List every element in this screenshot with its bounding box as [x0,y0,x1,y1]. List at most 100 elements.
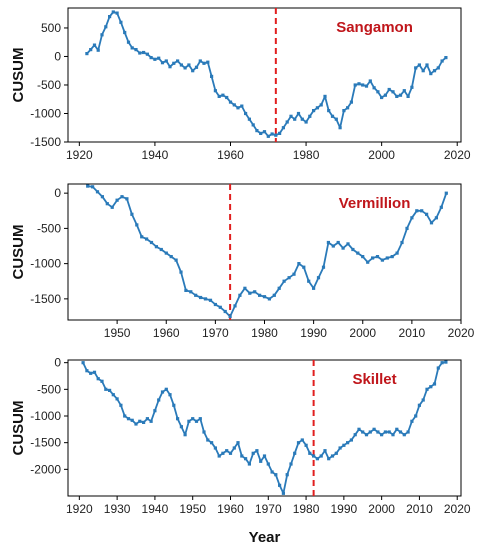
x-tick-label: 1920 [66,502,93,516]
data-point [240,454,244,458]
data-point [296,441,301,445]
data-point [115,11,119,15]
data-point [292,272,296,276]
data-point [145,237,149,241]
data-point [202,430,206,434]
x-tick-label: 2000 [349,326,376,340]
data-point [319,454,323,458]
data-point [402,433,406,437]
data-point [194,293,198,297]
data-point [108,15,112,19]
data-point [387,87,391,92]
chart-panel-1: 1950 1960 1970 1980 1990 2000 2010 2020 0 -500 -10… [10,183,475,340]
data-point [425,212,429,216]
data-point [244,111,248,116]
x-tick-label: 1950 [179,502,206,516]
data-point [85,52,89,56]
data-point [206,438,210,442]
data-point [285,120,289,124]
data-point [236,106,240,110]
data-point [111,10,115,14]
data-point [380,258,384,262]
data-point [361,83,365,87]
x-tick-label: 2020 [448,326,475,340]
data-point [198,59,202,63]
data-point [179,270,183,274]
y-tick-label: -500 [37,221,61,235]
data-point [285,473,289,477]
data-point [398,430,403,434]
data-point [420,209,424,213]
data-point [395,427,399,431]
data-point [217,454,221,458]
data-point [187,63,191,67]
data-point [391,90,395,94]
data-point [159,247,163,252]
data-point [183,66,187,70]
data-point [282,279,286,283]
data-point [274,473,278,477]
data-point [123,30,127,35]
data-point [194,419,199,423]
data-point [95,190,100,194]
data-point [336,240,340,245]
data-point [439,205,443,209]
data-point [440,361,444,365]
data-point [414,414,418,418]
data-point [364,84,369,88]
data-point [251,451,255,455]
data-point [213,89,217,93]
data-point [341,246,345,250]
data-point [266,462,270,466]
data-point [296,111,301,116]
data-point [89,48,93,52]
data-point [366,260,370,264]
data-point [86,184,90,188]
data-point [81,361,85,365]
data-point [319,103,323,107]
plot-frame [67,7,462,143]
data-point [307,279,311,283]
data-point [202,61,206,65]
y-tick-label: 0 [54,356,61,370]
data-point [267,297,271,301]
data-point [232,446,236,450]
data-point [91,185,95,189]
y-tick-label: 0 [54,49,61,63]
data-point [361,255,365,259]
data-point [415,209,419,213]
data-point [174,258,178,262]
data-point [172,403,176,407]
data-point [444,191,448,195]
data-point [238,293,242,297]
chart-panel-2: 1920 1930 1940 1950 1960 1970 1980 1990 2000 2010… [10,356,471,546]
x-tick-label: 2000 [368,502,395,516]
data-point [304,120,308,124]
data-point [315,106,319,110]
data-point [236,441,240,445]
data-point [240,104,244,108]
y-tick-label: -1000 [30,409,61,423]
data-point [327,109,331,113]
x-tick-label: 1970 [202,326,229,340]
data-point [406,94,410,98]
data-point [184,288,188,292]
chart-panel-0: 1920 1940 1960 1980 2000 2020 500 0 -500 -1000 -15… [10,7,471,162]
data-point [308,114,312,118]
data-point [176,59,180,63]
data-point [123,414,127,418]
data-point [323,449,327,453]
data-point [232,103,236,107]
x-tick-label: 1980 [251,326,278,340]
x-tick-label: 1980 [293,148,320,162]
data-point [429,385,433,389]
data-point [304,443,308,447]
data-point [160,390,165,394]
data-point [287,276,291,280]
data-point [217,94,221,98]
data-point [157,56,161,60]
data-point [300,117,304,121]
data-point [436,66,440,70]
x-tick-label: 1930 [104,502,131,516]
data-point [421,69,425,73]
